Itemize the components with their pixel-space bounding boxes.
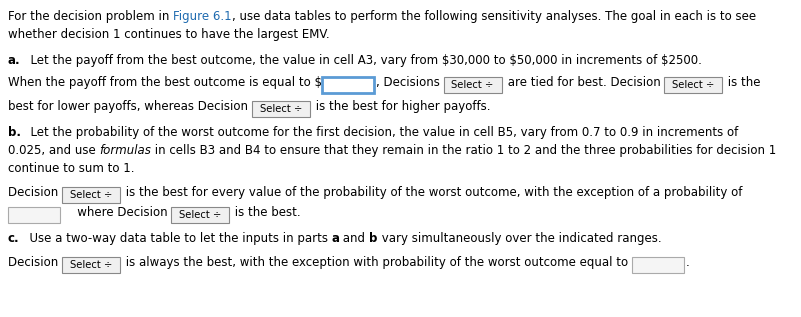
Text: For the decision problem in: For the decision problem in bbox=[8, 10, 173, 23]
Text: 0.025, and use: 0.025, and use bbox=[8, 144, 99, 157]
FancyBboxPatch shape bbox=[62, 257, 120, 273]
Text: Select ÷: Select ÷ bbox=[179, 210, 222, 220]
Text: Decision: Decision bbox=[8, 186, 62, 199]
Text: is the best for every value of the probability of the worst outcome, with the ex: is the best for every value of the proba… bbox=[122, 186, 743, 199]
Text: a.: a. bbox=[8, 54, 21, 67]
Text: Select ÷: Select ÷ bbox=[70, 260, 112, 270]
Text: where Decision: where Decision bbox=[66, 206, 171, 219]
Text: is always the best, with the exception with probability of the worst outcome equ: is always the best, with the exception w… bbox=[122, 256, 632, 269]
Text: Select ÷: Select ÷ bbox=[260, 104, 302, 114]
Text: best for lower payoffs, whereas Decision: best for lower payoffs, whereas Decision bbox=[8, 100, 252, 113]
Text: continue to sum to 1.: continue to sum to 1. bbox=[8, 162, 135, 175]
Text: When the payoff from the best outcome is equal to $: When the payoff from the best outcome is… bbox=[8, 76, 322, 89]
Text: Select ÷: Select ÷ bbox=[452, 80, 493, 90]
Text: and: and bbox=[340, 232, 369, 245]
FancyBboxPatch shape bbox=[171, 207, 229, 223]
Text: whether decision 1 continues to have the largest EMV.: whether decision 1 continues to have the… bbox=[8, 28, 330, 41]
FancyBboxPatch shape bbox=[444, 77, 501, 93]
Text: Figure 6.1: Figure 6.1 bbox=[173, 10, 231, 23]
Text: , use data tables to perform the following sensitivity analyses. The goal in eac: , use data tables to perform the followi… bbox=[231, 10, 756, 23]
Text: Select ÷: Select ÷ bbox=[70, 190, 112, 200]
Text: .: . bbox=[686, 256, 690, 269]
Text: Select ÷: Select ÷ bbox=[672, 80, 714, 90]
Text: is the best.: is the best. bbox=[231, 206, 301, 219]
Text: Decision: Decision bbox=[8, 256, 62, 269]
FancyBboxPatch shape bbox=[322, 77, 374, 93]
Text: Let the payoff from the best outcome, the value in cell A3, vary from $30,000 to: Let the payoff from the best outcome, th… bbox=[22, 54, 702, 67]
Text: Use a two-way data table to let the inputs in parts: Use a two-way data table to let the inpu… bbox=[22, 232, 332, 245]
Text: is the: is the bbox=[724, 76, 761, 89]
Text: b: b bbox=[369, 232, 377, 245]
Text: is the best for higher payoffs.: is the best for higher payoffs. bbox=[312, 100, 490, 113]
Text: c.: c. bbox=[8, 232, 20, 245]
Text: vary simultaneously over the indicated ranges.: vary simultaneously over the indicated r… bbox=[377, 232, 661, 245]
FancyBboxPatch shape bbox=[632, 257, 684, 273]
FancyBboxPatch shape bbox=[62, 187, 120, 203]
Text: formulas: formulas bbox=[99, 144, 151, 157]
Text: are tied for best. Decision: are tied for best. Decision bbox=[504, 76, 664, 89]
FancyBboxPatch shape bbox=[252, 101, 310, 117]
Text: a: a bbox=[332, 232, 340, 245]
Text: , Decisions: , Decisions bbox=[376, 76, 444, 89]
Text: b.: b. bbox=[8, 126, 21, 139]
FancyBboxPatch shape bbox=[664, 77, 723, 93]
Text: in cells B3 and B4 to ensure that they remain in the ratio 1 to 2 and the three : in cells B3 and B4 to ensure that they r… bbox=[151, 144, 777, 157]
FancyBboxPatch shape bbox=[8, 207, 60, 223]
Text: Let the probability of the worst outcome for the first decision, the value in ce: Let the probability of the worst outcome… bbox=[23, 126, 739, 139]
